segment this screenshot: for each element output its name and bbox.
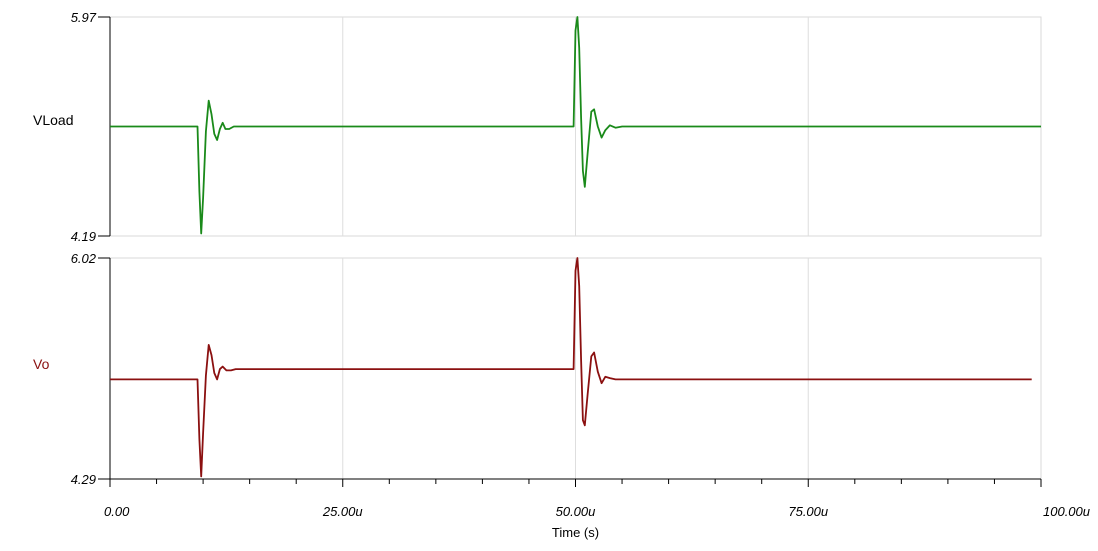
x-axis-title: Time (s) (552, 525, 599, 540)
x-tick-label: 50.00u (556, 504, 596, 519)
series-line-vload (110, 16, 1041, 235)
panel-vo: 6.02 4.29 Vo (33, 251, 1042, 487)
x-tick-label: 75.00u (788, 504, 828, 519)
x-tick-label: 0.00 (104, 504, 130, 519)
series-label-vo: Vo (33, 356, 50, 372)
y-tick-label-min: 4.19 (71, 229, 96, 244)
y-tick-label-max: 6.02 (71, 251, 97, 266)
series-line-vo (110, 257, 1032, 478)
series-label-vload: VLoad (33, 112, 73, 128)
x-tick-label: 25.00u (322, 504, 363, 519)
y-tick-label-min: 4.29 (71, 472, 96, 487)
x-tick-label: 100.00u (1043, 504, 1090, 519)
y-tick-label-max: 5.97 (71, 10, 97, 25)
panel-vload: 5.97 4.19 VLoad (33, 10, 1042, 244)
